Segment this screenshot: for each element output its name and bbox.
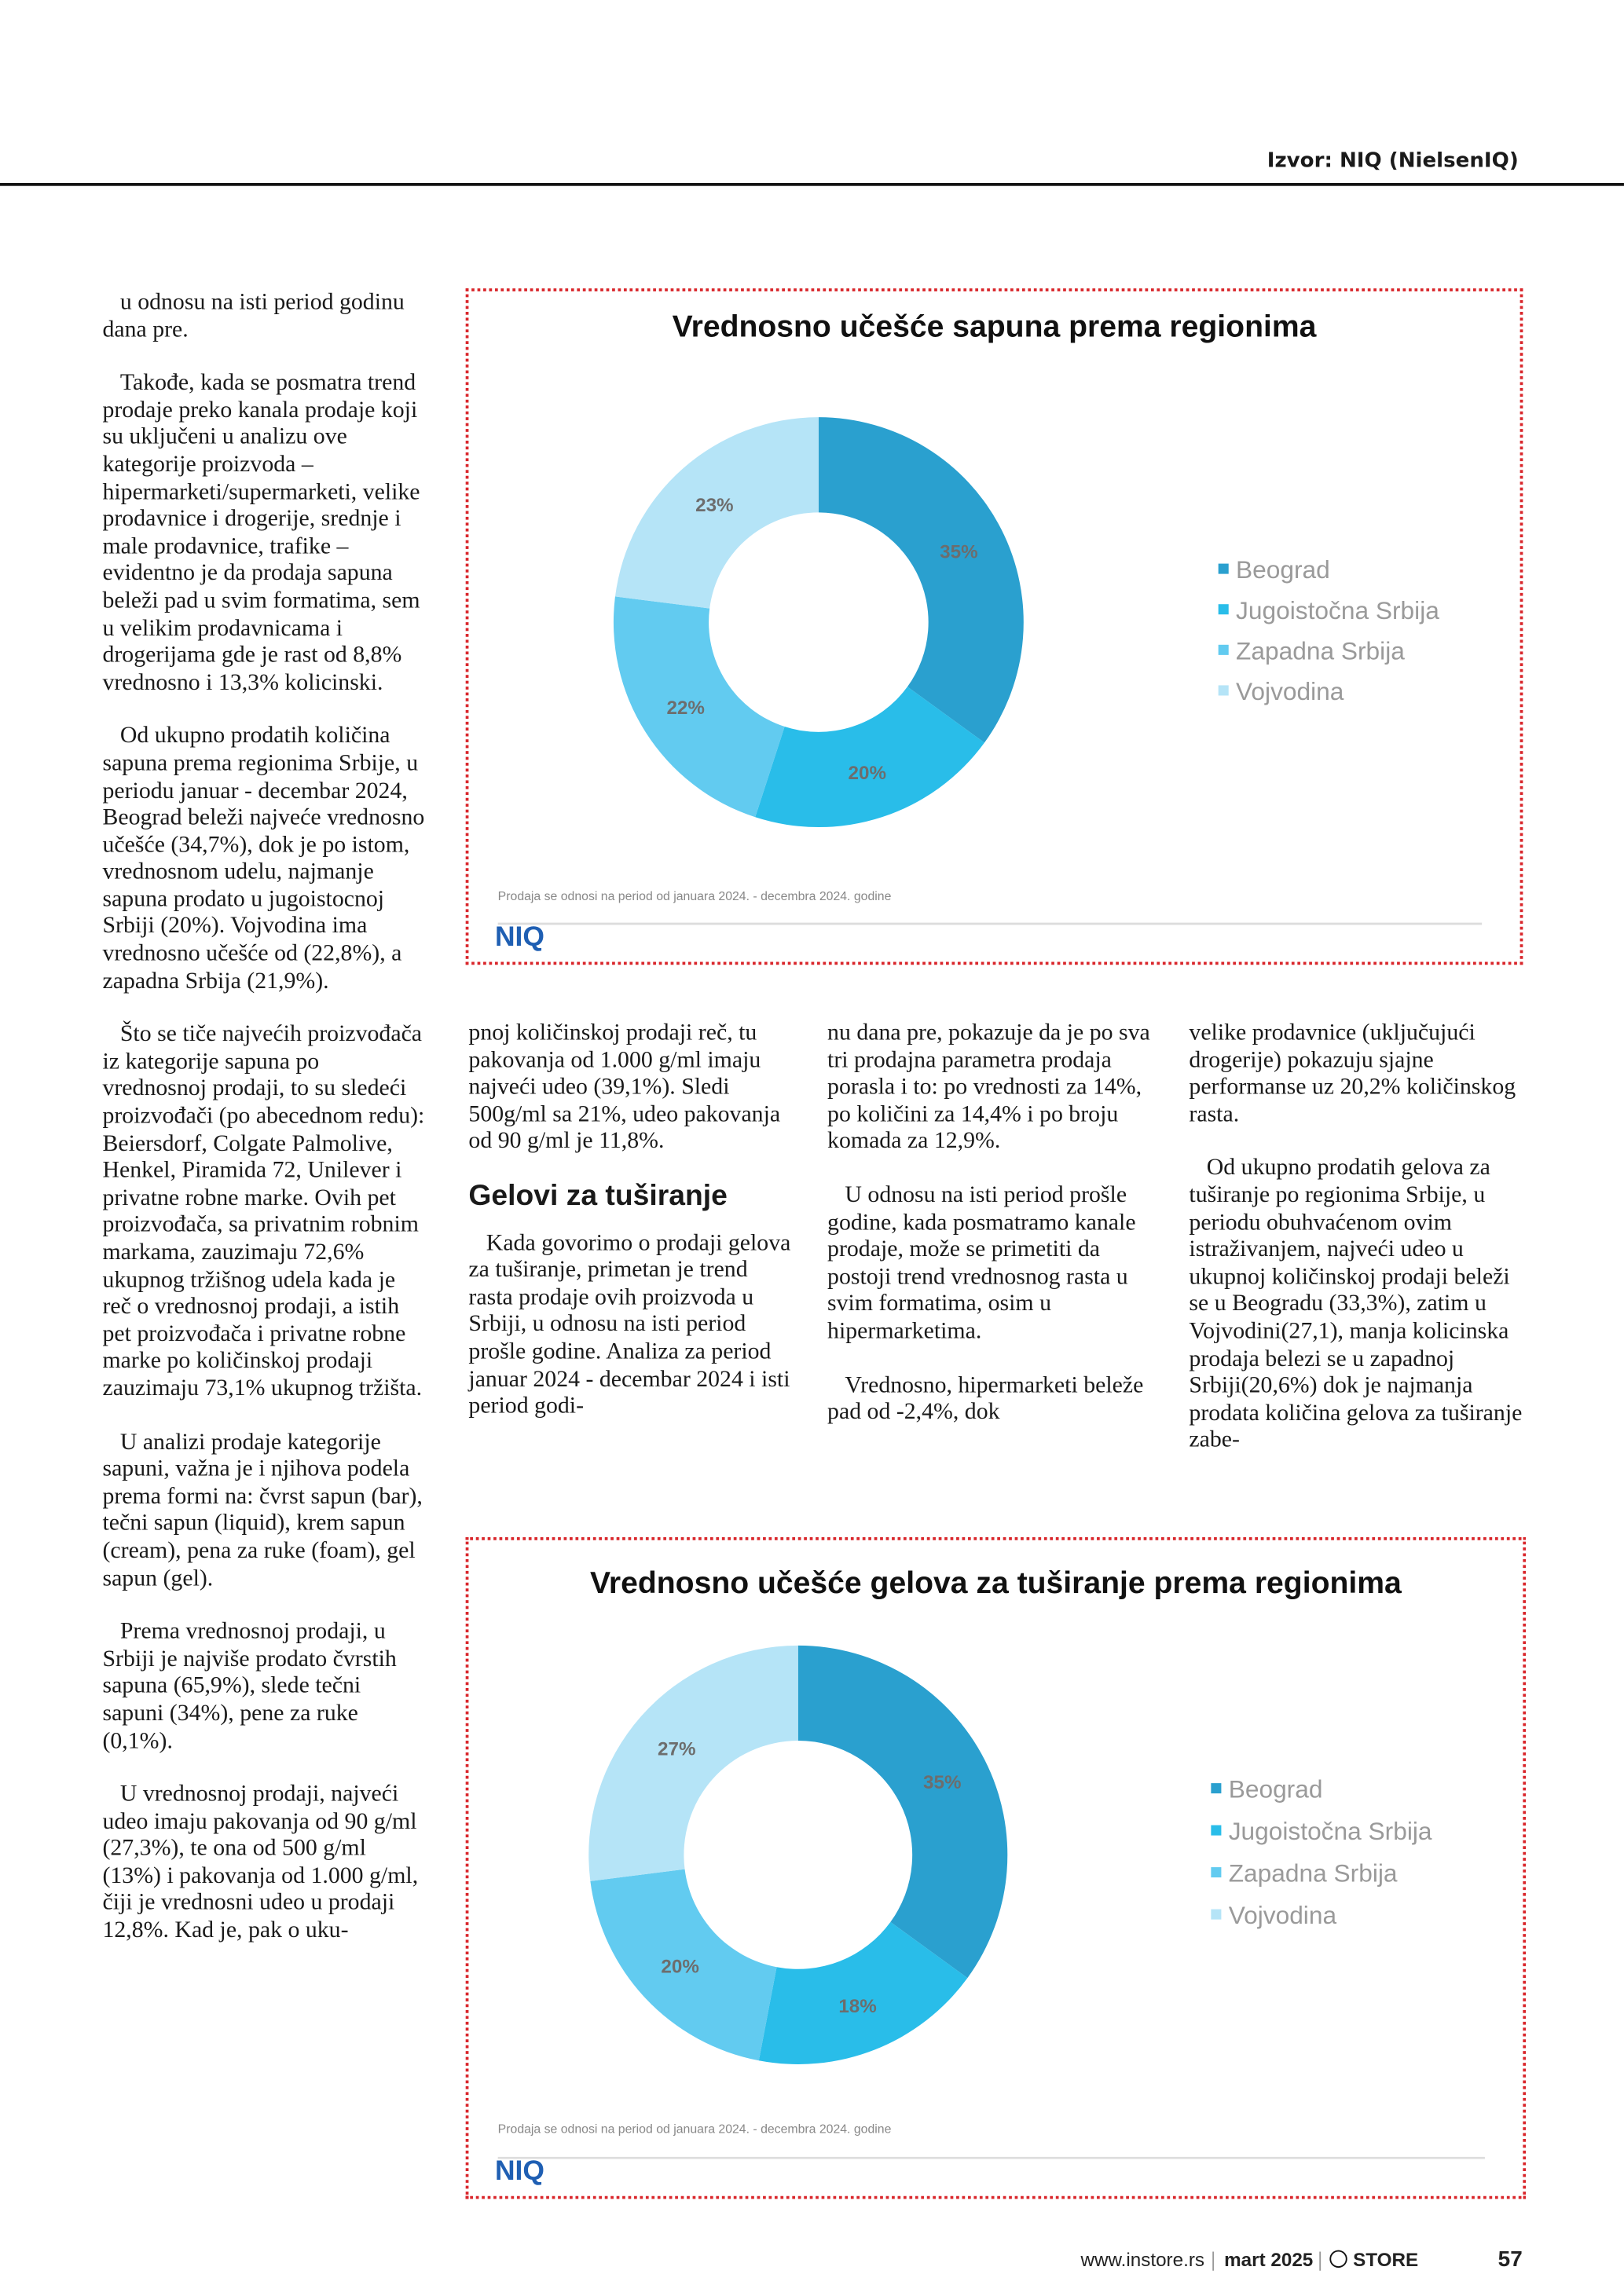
- donut-slice: [755, 687, 984, 828]
- legend-label: Zapadna Srbija: [1236, 636, 1405, 665]
- text-column: nu dana pre, pokazuje da je po sva tri p…: [827, 1020, 1153, 1453]
- paragraph: nu dana pre, pokazuje da je po sva tri p…: [827, 1020, 1150, 1155]
- data-label: 20%: [661, 1957, 698, 1978]
- header-rule: [0, 182, 1624, 186]
- footer-website: www.instore.rs: [1080, 2248, 1205, 2271]
- data-label: 18%: [838, 1996, 876, 2017]
- paragraph: Od ukupno prodatih gelova za tuširanje p…: [1189, 1155, 1523, 1453]
- paragraph: U vrednosnoj prodaji, najveći udeo imaju…: [102, 1782, 419, 1943]
- legend-label: Zapadna Srbija: [1229, 1859, 1398, 1888]
- data-label: 22%: [666, 698, 704, 719]
- chart-logo: NIQ: [495, 921, 544, 952]
- legend-swatch: [1218, 563, 1229, 574]
- paragraph: Od ukupno prodatih količina sapuna prema…: [102, 723, 425, 994]
- text-column: pnoj količinskoj prodaji reč, tu pakovan…: [468, 1020, 794, 1448]
- paragraph: Kada govorimo o prodaji gelova za tušira…: [468, 1230, 791, 1419]
- paragraph: Prema vrednosnoj prodaji, u Srbiji je na…: [102, 1619, 397, 1753]
- chart-title: Vrednosno učešće gelova za tuširanje pre…: [590, 1566, 1402, 1600]
- paragraph: U odnosu na isti period prošle godine, k…: [827, 1182, 1136, 1344]
- data-label: 27%: [658, 1739, 695, 1760]
- donut-slice: [797, 1645, 1008, 1979]
- chart: Vrednosno učešće gelova za tuširanje pre…: [495, 1566, 1485, 2186]
- data-label: 35%: [940, 541, 977, 562]
- legend-swatch: [1211, 1867, 1222, 1878]
- donut-slice: [613, 596, 785, 818]
- chart-box: Vrednosno učešće sapuna prema regionima 3…: [465, 288, 1523, 965]
- source-note: Izvor: NIQ (NielsenIQ): [1267, 149, 1519, 173]
- legend-swatch: [1211, 1825, 1222, 1836]
- legend-label: Jugoistočna Srbija: [1229, 1817, 1432, 1845]
- legend-swatch: [1218, 604, 1229, 615]
- footer-issue: mart 2025: [1224, 2248, 1314, 2271]
- chart-logo: NIQ: [495, 2155, 544, 2186]
- paragraph: pnoj količinskoj prodaji reč, tu pakovan…: [468, 1020, 781, 1155]
- footer-brand: STORE: [1353, 2248, 1419, 2271]
- legend-swatch: [1218, 685, 1229, 696]
- footer: www.instore.rs mart 2025 STORE 57: [1080, 2247, 1534, 2278]
- chart-note: Prodaja se odnosi na period od januara 2…: [498, 890, 892, 903]
- chart-title: Vrednosno učešće sapuna prema regionima: [673, 310, 1318, 344]
- legend-label: Vojvodina: [1236, 677, 1344, 705]
- legend-swatch: [1211, 1909, 1222, 1920]
- text-column: velike prodavnice (uključujući drogerije…: [1189, 1020, 1523, 1481]
- donut-slice: [758, 1921, 968, 2064]
- separator: [1212, 2251, 1215, 2271]
- paragraph: velike prodavnice (uključujući drogerije…: [1189, 1020, 1516, 1127]
- data-label: 35%: [923, 1772, 961, 1793]
- paragraph: Takođe, kada se posmatra trend prodaje p…: [102, 370, 420, 695]
- donut-slice: [590, 1869, 777, 2061]
- legend-swatch: [1211, 1783, 1222, 1794]
- legend-label: Beograd: [1229, 1775, 1323, 1803]
- data-label: 20%: [849, 763, 886, 784]
- paragraph: u odnosu na isti period godinu dana pre.: [102, 290, 405, 342]
- data-label: 23%: [695, 495, 733, 516]
- donut-slice: [614, 417, 819, 609]
- chart: Vrednosno učešće sapuna prema regionima 3…: [495, 310, 1483, 952]
- legend-label: Beograd: [1236, 555, 1330, 584]
- section-heading: Gelovi za tuširanje: [468, 1180, 728, 1213]
- chart-note: Prodaja se odnosi na period od januara 2…: [498, 2123, 892, 2137]
- donut-slice: [588, 1645, 798, 1881]
- legend-swatch: [1218, 644, 1229, 655]
- legend-label: Vojvodina: [1229, 1901, 1337, 1929]
- paragraph: U analizi prodaje kategorije sapuni, važ…: [102, 1430, 423, 1591]
- paragraph: Vrednosno, hipermarketi beleže pad od -2…: [827, 1372, 1144, 1425]
- page-number: 57: [1498, 2247, 1523, 2272]
- legend-label: Jugoistočna Srbija: [1236, 596, 1439, 624]
- paragraph: Što se tiče najvećih proizvođača iz kate…: [102, 1022, 425, 1401]
- brand-icon: [1329, 2250, 1347, 2269]
- donut-slice: [818, 417, 1024, 743]
- text-column: u odnosu na isti period godinu dana pre.…: [102, 290, 427, 1972]
- separator: [1319, 2251, 1322, 2271]
- chart-box: Vrednosno učešće gelova za tuširanje pre…: [465, 1536, 1527, 2199]
